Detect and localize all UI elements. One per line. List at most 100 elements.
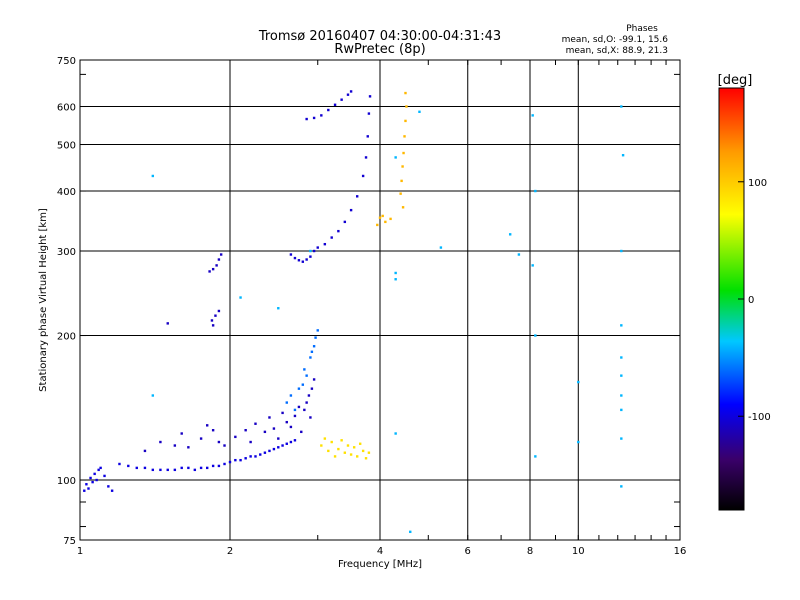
colorbar-tick-label: -100 <box>748 412 771 423</box>
data-point <box>620 394 623 397</box>
data-point <box>151 468 155 472</box>
data-point <box>361 174 365 178</box>
data-point <box>394 278 397 281</box>
data-point <box>620 408 623 412</box>
data-point <box>364 156 368 159</box>
data-point <box>110 489 114 492</box>
x-axis-ticks: 1 2 4 6 8 10 16 <box>77 60 686 557</box>
data-point <box>367 112 371 115</box>
data-point <box>312 378 316 381</box>
y-tick-label: 500 <box>57 141 76 152</box>
data-point <box>289 425 293 429</box>
x-tick-label: 10 <box>572 546 585 557</box>
data-point <box>223 444 226 447</box>
data-point <box>99 466 102 470</box>
y-tick-label: 400 <box>57 187 76 198</box>
colorbar-tick-label: 0 <box>748 295 754 306</box>
data-point <box>364 457 368 460</box>
data-point <box>95 478 98 482</box>
grid-lines <box>80 60 680 540</box>
data-point <box>228 460 232 464</box>
data-point <box>215 264 218 267</box>
data-point <box>173 468 177 472</box>
data-point <box>277 437 280 440</box>
data-point <box>309 255 312 258</box>
data-point <box>534 455 537 458</box>
data-point <box>293 439 297 442</box>
data-point <box>107 485 110 488</box>
x-tick-label: 8 <box>527 546 533 557</box>
data-point <box>314 336 317 339</box>
data-point <box>268 416 271 419</box>
data-point <box>135 466 138 470</box>
data-point <box>439 246 443 249</box>
data-point <box>205 466 209 470</box>
data-point <box>151 394 155 397</box>
data-point <box>281 444 284 447</box>
data-point <box>418 110 421 113</box>
data-point <box>301 383 305 386</box>
data-point <box>211 324 215 327</box>
data-point <box>211 464 215 468</box>
data-point <box>244 429 247 432</box>
data-point <box>403 135 406 138</box>
data-point <box>531 114 534 117</box>
data-point <box>621 154 625 157</box>
data-point <box>193 468 197 472</box>
data-point <box>358 442 362 445</box>
data-point <box>378 216 382 219</box>
data-point <box>217 440 221 444</box>
data-point <box>366 135 369 138</box>
data-point <box>297 387 301 390</box>
data-point <box>400 179 403 183</box>
data-point <box>401 165 404 168</box>
data-point <box>310 387 314 390</box>
data-point <box>219 253 223 256</box>
data-point <box>517 253 521 256</box>
data-point <box>320 114 323 117</box>
data-point <box>285 420 288 424</box>
data-point <box>531 264 534 267</box>
data-point <box>297 405 301 409</box>
data-point <box>83 489 86 492</box>
y-tick-label: 200 <box>57 332 76 343</box>
data-point <box>355 195 359 198</box>
data-point <box>376 223 379 227</box>
data-point <box>327 449 330 453</box>
data-point <box>309 416 312 419</box>
data-point <box>330 236 333 239</box>
data-point <box>97 468 100 472</box>
y-axis-label: Stationary phase Virtual Height [km] <box>38 208 49 392</box>
data-point <box>305 374 308 377</box>
data-point <box>307 394 311 397</box>
data-point <box>361 449 365 453</box>
data-point <box>239 458 242 462</box>
phases-x-stats: mean, sd,X: 88.9, 21.3 <box>566 46 668 56</box>
x-tick-label: 4 <box>377 546 383 557</box>
x-tick-label: 2 <box>227 546 233 557</box>
data-point <box>309 249 312 253</box>
data-point <box>289 394 293 397</box>
data-point <box>534 334 537 337</box>
data-point <box>401 206 405 209</box>
data-point <box>343 220 347 224</box>
data-point <box>234 458 237 462</box>
data-point <box>337 229 340 233</box>
data-point <box>87 487 90 490</box>
data-point <box>333 103 337 106</box>
data-point <box>239 296 242 299</box>
data-point <box>285 442 288 445</box>
data-point <box>349 90 353 93</box>
data-point <box>166 468 169 472</box>
data-point <box>127 464 130 468</box>
data-point <box>166 322 169 325</box>
data-point <box>381 214 384 218</box>
x-axis-label: Frequency [MHz] <box>338 559 422 570</box>
data-point <box>320 444 323 447</box>
data-point <box>301 260 305 263</box>
data-point <box>349 453 353 456</box>
data-point <box>223 462 226 466</box>
data-point <box>297 259 301 262</box>
data-point <box>143 466 147 470</box>
data-point <box>277 307 280 310</box>
